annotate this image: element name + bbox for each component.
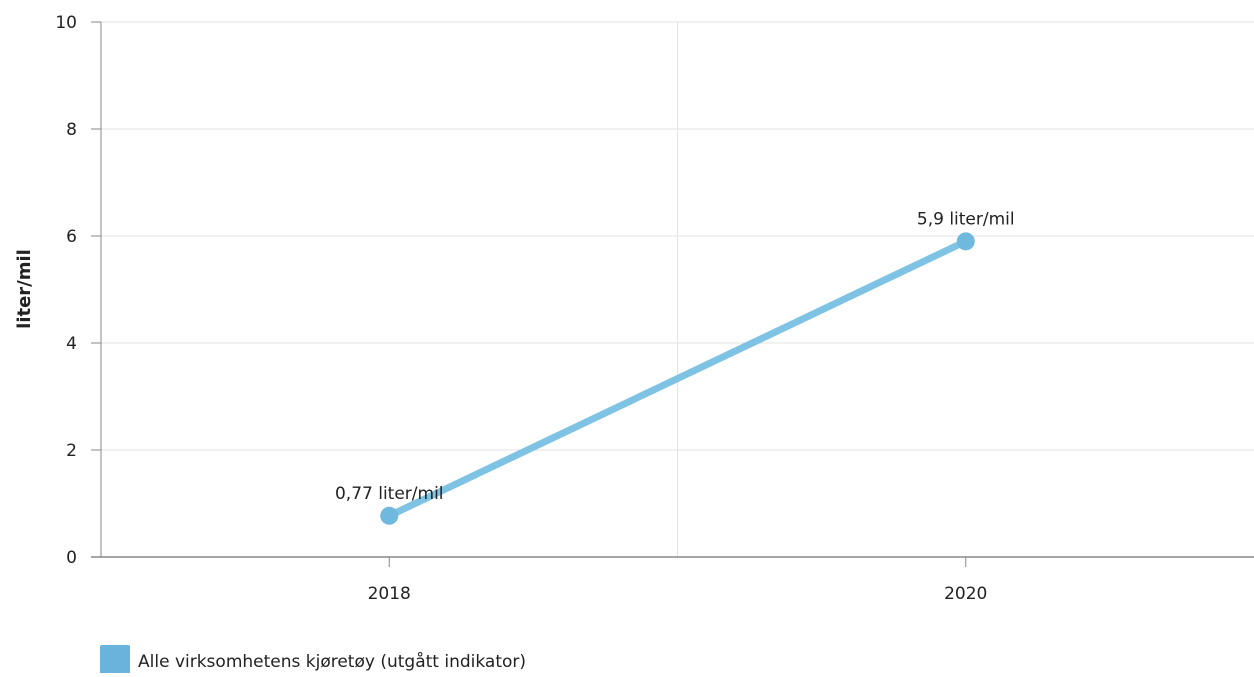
data-label: 5,9 liter/mil [917,209,1015,229]
legend-swatch [100,645,130,675]
x-tick-label: 2020 [944,584,987,604]
y-tick-label: 10 [55,13,77,33]
data-label: 0,77 liter/mil [335,484,444,504]
grid-layer [101,21,1254,557]
x-tick-label: 2018 [368,584,411,604]
series-line [385,237,970,520]
axis-layer: 0 2 4 6 8 10 2018 2020 [55,13,1254,604]
legend[interactable]: Alle virksomhetens kjøretøy (utgått indi… [100,645,526,675]
data-label-layer: 0,77 liter/mil 5,9 liter/mil [335,209,1015,503]
y-tick-label: 4 [66,334,77,354]
y-tick-label: 8 [66,120,77,140]
y-tick-label: 6 [66,227,77,247]
series-layer [380,232,975,525]
y-tick-label: 0 [66,548,77,568]
y-tick-label: 2 [66,441,77,461]
legend-label: Alle virksomhetens kjøretøy (utgått indi… [138,651,526,672]
data-point-marker [956,232,975,251]
y-axis-title: liter/mil [14,249,35,329]
data-point-marker [380,506,399,525]
